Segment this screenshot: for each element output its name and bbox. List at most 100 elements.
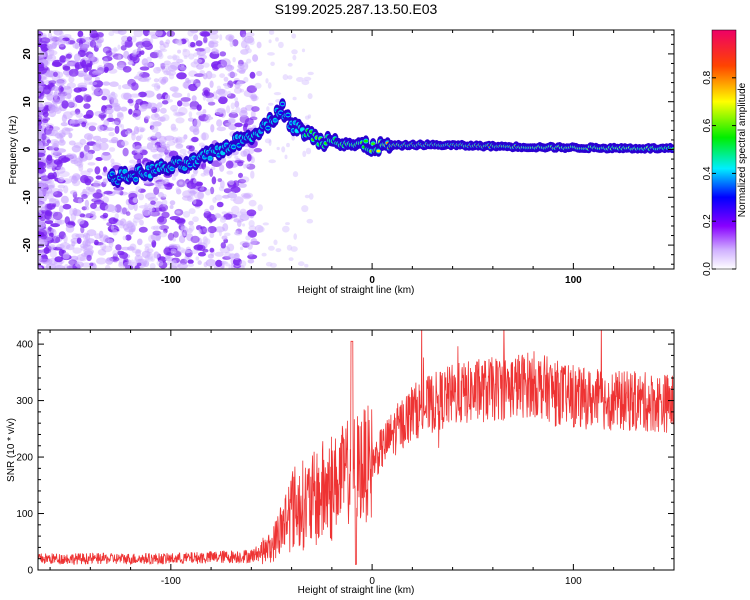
noise-blob [234,122,243,128]
noise-blob [188,145,195,152]
noise-blob [38,222,45,229]
noise-blob [69,190,78,195]
noise-blob [156,66,162,72]
spectrogram-ridge [107,98,674,189]
noise-blob [175,117,185,124]
noise-blob [220,242,226,249]
noise-blob [44,220,54,225]
noise-blob [246,58,252,64]
noise-blob [81,206,88,211]
noise-blob [187,41,191,46]
noise-blob [53,30,63,36]
snr-xlabel: Height of straight line (km) [298,585,415,596]
noise-blob [188,192,194,197]
noise-blob [230,197,237,202]
noise-blob [226,90,232,97]
noise-blob [187,30,194,37]
noise-blob [150,200,156,205]
noise-blob [84,199,90,208]
noise-blob [157,53,164,60]
noise-blob [177,263,189,269]
noise-blob [307,71,314,76]
noise-blob [95,175,103,180]
noise-blob [75,95,84,103]
noise-blob [54,151,62,156]
noise-blob [216,201,224,208]
colorbar-ticks: 0.0 0.2 0.4 0.6 0.8 [702,70,736,276]
noise-blob [159,225,169,231]
noise-blob [132,143,136,151]
noise-blob [142,30,150,37]
noise-blob [139,66,150,71]
noise-blob [40,241,48,246]
noise-blob [130,82,139,91]
y-tick-label: 0 [27,566,33,577]
noise-blob [254,82,262,89]
noise-blob [187,263,194,267]
noise-blob [204,47,211,53]
noise-blob [239,260,247,268]
noise-blob [42,118,49,124]
noise-blob [72,191,78,199]
noise-blob [58,171,70,178]
noise-blob [239,30,247,38]
noise-blob [143,90,155,98]
noise-blob [102,126,110,132]
ridge-core [286,113,290,117]
colorbar-tick-label: 0.8 [702,70,713,84]
noise-blob [216,85,221,91]
ridge-core [231,145,236,149]
noise-blob [266,106,270,112]
noise-blob [202,227,211,233]
noise-blob [79,213,86,218]
noise-blob [209,247,215,253]
noise-blob [205,259,217,267]
noise-blob [151,83,159,88]
noise-blob [52,41,57,49]
noise-blob [296,77,304,82]
noise-blob [155,30,163,37]
noise-blob [177,100,183,107]
noise-blob [38,73,42,82]
noise-blob [70,159,79,164]
noise-blob [188,111,193,118]
noise-blob [249,71,256,79]
noise-blob [161,178,170,185]
noise-blob [73,209,82,217]
noise-blob [171,259,177,267]
noise-blob [307,93,313,100]
noise-blob [49,198,57,202]
noise-blob [234,100,240,108]
noise-blob [68,259,78,266]
noise-blob [38,255,43,262]
noise-blob [130,60,134,64]
noise-blob [210,124,215,133]
noise-blob [240,150,248,157]
noise-blob [103,190,113,195]
noise-blob [275,37,279,42]
noise-blob [89,262,94,267]
noise-blob [117,44,121,50]
noise-blob [153,251,160,259]
noise-blob [301,205,309,213]
noise-blob [196,50,201,56]
noise-blob [38,197,42,202]
noise-blob [206,213,217,222]
noise-blob [211,48,218,55]
noise-blob [206,97,214,103]
noise-blob [135,249,142,257]
noise-blob [202,73,208,80]
noise-blob [41,76,48,81]
noise-blob [234,159,245,164]
noise-blob [174,243,181,250]
noise-blob [76,70,87,77]
noise-blob [214,108,223,115]
noise-blob [152,154,157,158]
noise-blob [175,38,183,45]
noise-blob [218,229,222,237]
x-tick-label: 100 [565,275,582,286]
noise-blob [68,76,75,83]
noise-blob [178,136,186,143]
noise-blob [52,211,63,221]
noise-blob [77,118,83,124]
